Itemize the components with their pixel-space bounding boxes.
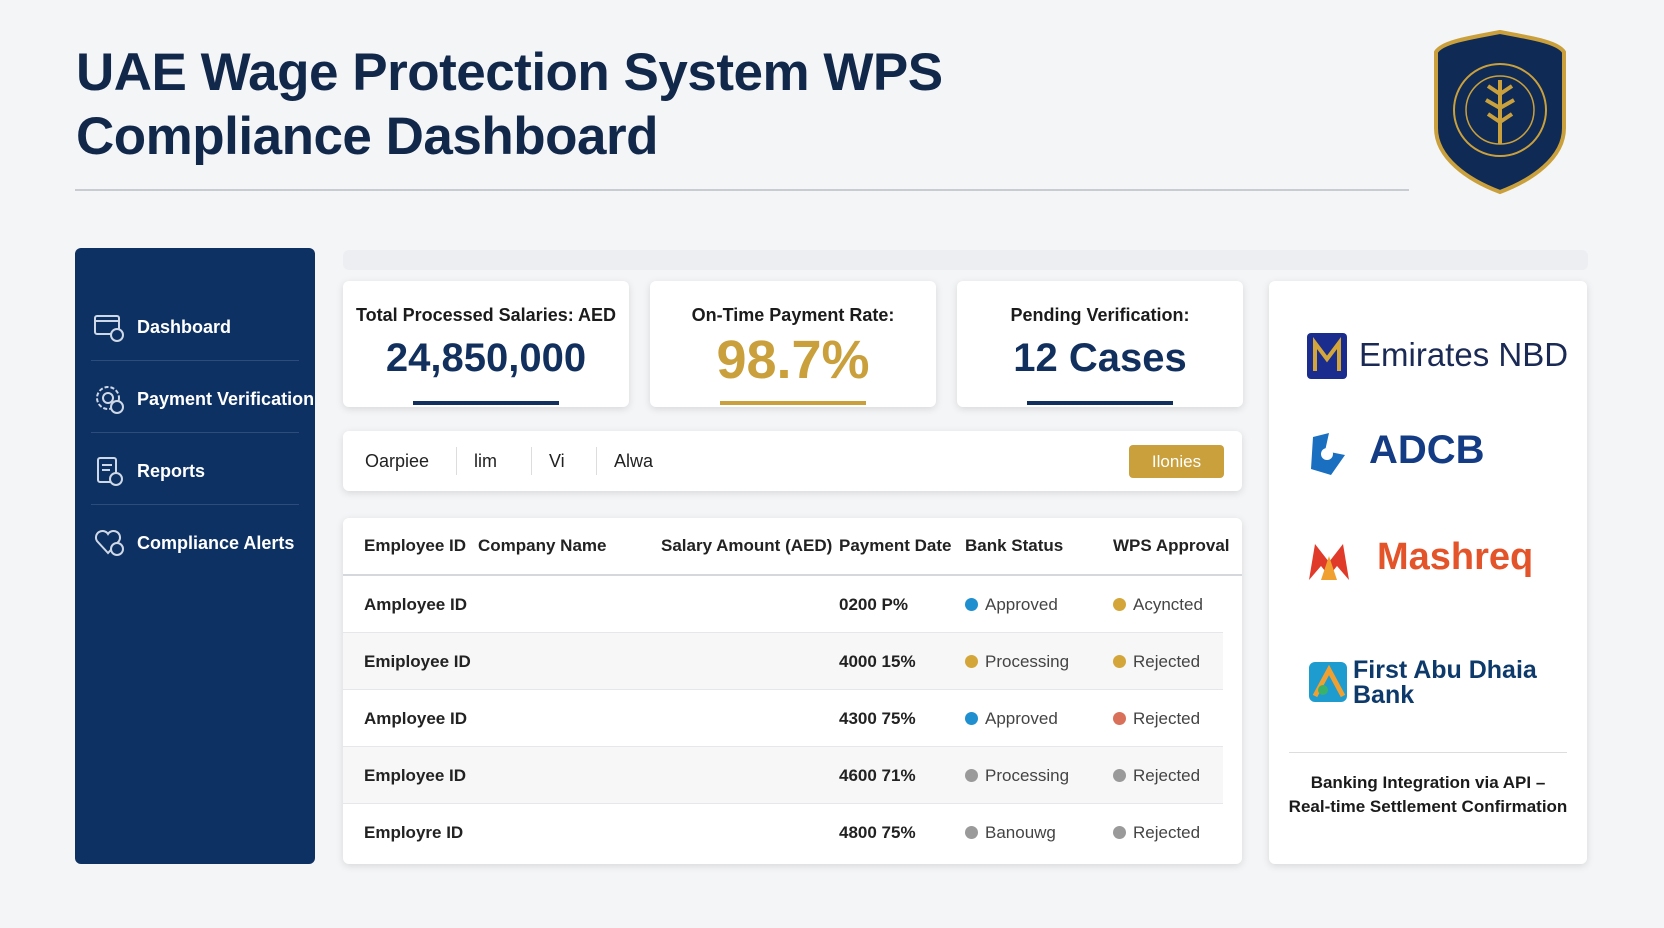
tab-separator (531, 447, 532, 475)
kpi-label: Total Processed Salaries: AED (355, 305, 617, 325)
kpi-value: 98.7% (716, 330, 870, 390)
kpi-underline (413, 401, 559, 405)
status-dot (965, 598, 978, 611)
status-dot (1113, 826, 1126, 839)
column-header: Company Name (478, 536, 607, 555)
page-title: UAE Wage Protection System WPS (76, 43, 943, 102)
bank-logo (1307, 333, 1347, 379)
status-text: Approved (985, 709, 1058, 728)
status-text: Rejected (1133, 652, 1201, 671)
bank-logo (1309, 544, 1349, 580)
panel-top (343, 250, 1588, 270)
column-header: WPS Approval (1113, 536, 1230, 555)
footer-rule (1289, 752, 1567, 753)
sidebar-item[interactable]: Dashboard (91, 305, 299, 349)
status-text: Rejected (1133, 823, 1201, 842)
status-dot (965, 712, 978, 725)
status-text: Rejected (1133, 709, 1201, 728)
payment-date: 0200 P% (839, 595, 908, 614)
page-title: Compliance Dashboard (76, 107, 658, 166)
kpi-label: Pending Verification: (1010, 305, 1190, 325)
employee-id: Amployee ID (364, 595, 467, 614)
column-header: Bank Status (965, 536, 1064, 555)
kpi-card: On-Time Payment Rate: 98.7% (650, 281, 936, 407)
status-dot (1113, 769, 1126, 782)
tab-separator (596, 447, 597, 475)
employee-table: Employee ID Company Name Salary Amount (AE… (343, 518, 1242, 864)
status-text: Processing (985, 652, 1070, 671)
table-row: Employee ID 4600 71% Processing Rejected (343, 747, 1223, 804)
tab[interactable]: Alwa (614, 451, 654, 471)
kpi-underline (720, 401, 866, 405)
tab-separator (456, 447, 457, 475)
sidebar-label: Compliance Alerts (137, 533, 295, 553)
sidebar-label: Reports (137, 461, 206, 481)
status-text: Processing (985, 766, 1070, 785)
sidebar-separator (91, 432, 299, 433)
kpi-card: Total Processed Salaries: AED 24,850,000 (343, 281, 629, 407)
payment-date: 4600 71% (839, 766, 916, 785)
sidebar-icon (96, 386, 124, 414)
payment-date: 4000 15% (839, 652, 916, 671)
integration-note: Real-time Settlement Confirmation (1288, 797, 1568, 816)
payment-date: 4300 75% (839, 709, 916, 728)
employee-id: Amployee ID (364, 709, 467, 728)
sidebar-item[interactable]: Compliance Alerts (91, 521, 299, 565)
bank-name: ADCB (1369, 428, 1485, 472)
bank-panel: Emirates NBD ADCB Mashreq First Abu Dhaia B… (1269, 281, 1587, 864)
sidebar-icon (94, 529, 124, 556)
kpi-value: 24,850,000 (385, 336, 587, 380)
employee-id: Emiployee ID (364, 652, 471, 671)
tab[interactable]: lim (474, 451, 497, 471)
table-row: Amployee ID 0200 P% Approved Acyncted (343, 576, 1223, 633)
status-dot (965, 655, 978, 668)
ministry-seal (1434, 29, 1566, 195)
status-text: Acyncted (1133, 595, 1203, 614)
divider (75, 189, 1409, 191)
sidebar-separator (91, 360, 299, 361)
status-dot (1113, 712, 1126, 725)
sidebar: Dashboard Payment Verification Reports Comp… (75, 248, 315, 864)
bank-logo (1311, 433, 1345, 475)
status-dot (965, 826, 978, 839)
kpi-label: On-Time Payment Rate: (691, 305, 895, 325)
payment-date: 4800 75% (839, 823, 916, 842)
status-text: Rejected (1133, 766, 1201, 785)
kpi-value: 12 Cases (1013, 336, 1187, 380)
tab[interactable]: Vi (549, 451, 565, 471)
bank-name: Emirates NBD (1359, 336, 1569, 373)
bank-logo (1309, 662, 1347, 702)
status-text: Approved (985, 595, 1058, 614)
action-button[interactable]: Ilonies (1129, 445, 1224, 478)
employee-id: Employre ID (364, 823, 464, 842)
status-dot (1113, 655, 1126, 668)
kpi-underline (1027, 401, 1173, 405)
kpi-card: Pending Verification: 12 Cases (957, 281, 1243, 407)
sidebar-icon (97, 457, 123, 486)
sidebar-icon (94, 315, 124, 342)
integration-note: Banking Integration via API – (1310, 773, 1546, 792)
table-row: Employre ID 4800 75% Banouwg Rejected (343, 804, 1223, 861)
table-row: Emiployee ID 4000 15% Processing Rejected (343, 633, 1223, 690)
sidebar-label: Dashboard (137, 317, 232, 337)
status-text: Banouwg (985, 823, 1056, 842)
tab-bar: Oarpiee lim Vi Alwa Ilonies (343, 431, 1242, 491)
tab[interactable]: Oarpiee (365, 451, 430, 471)
bank-name: Mashreq (1377, 536, 1534, 578)
table-row: Amployee ID 4300 75% Approved Rejected (343, 690, 1223, 747)
sidebar-item[interactable]: Reports (91, 449, 299, 493)
column-header: Employee ID (364, 536, 467, 555)
sidebar-separator (91, 504, 299, 505)
employee-id: Employee ID (364, 766, 467, 785)
column-header: Payment Date (839, 536, 952, 555)
column-header: Salary Amount (AED) (661, 536, 833, 555)
header-rule (343, 574, 1242, 576)
sidebar-label: Payment Verification (137, 389, 315, 409)
sidebar-item[interactable]: Payment Verification (91, 377, 314, 421)
status-dot (965, 769, 978, 782)
status-dot (1113, 598, 1126, 611)
bank-name: First Abu Dhaia Bank (1353, 656, 1537, 709)
